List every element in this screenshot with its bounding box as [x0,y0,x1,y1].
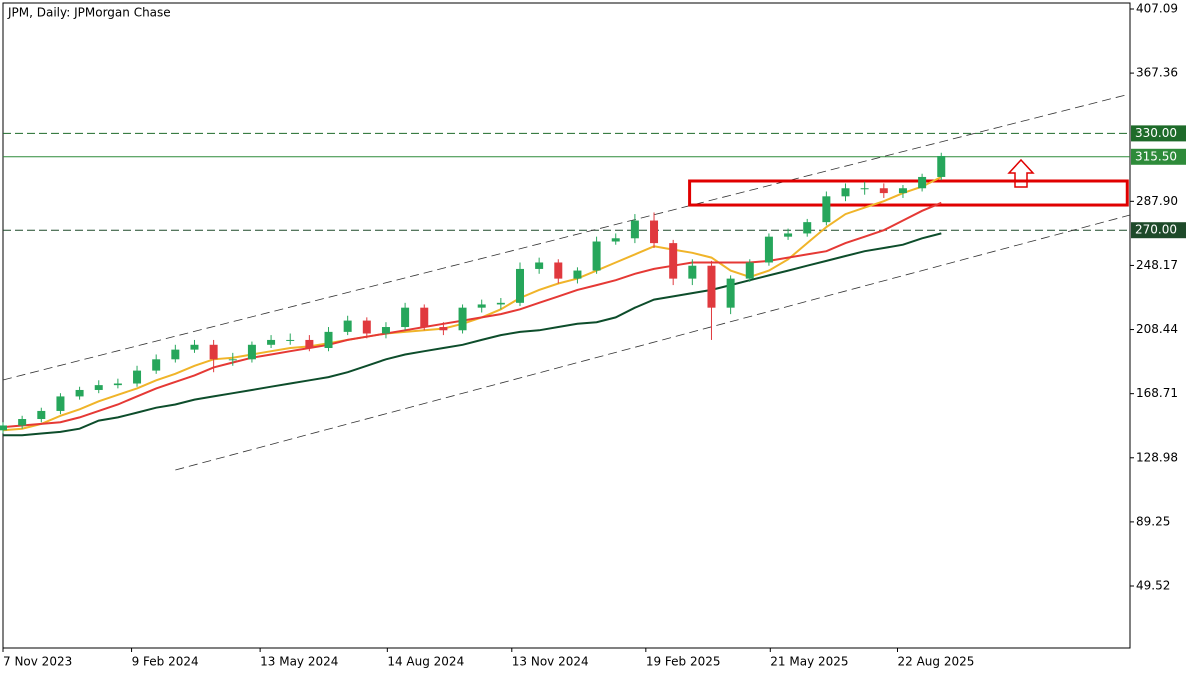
up-arrow [1007,158,1035,188]
candle-body [860,188,869,190]
candle-body [573,270,582,279]
x-tick-label: 14 Aug 2024 [387,655,464,669]
candle-body [113,383,122,386]
candle-body [898,188,907,194]
x-tick-label: 9 Feb 2024 [132,655,199,669]
y-tick-label: 407.09 [1136,1,1178,15]
moving-average [2,201,942,429]
y-tick-label: 367.36 [1136,66,1178,80]
candle-body [496,302,505,305]
candle-body [56,396,65,411]
candle-body [841,188,850,197]
resistance-zone [688,179,1129,207]
candle-body [707,265,716,308]
moving-average [2,176,942,432]
candle-body [228,359,237,361]
level-tag [1131,222,1186,239]
candle-body [18,419,27,426]
candle-body [190,344,199,350]
candle-body [267,339,276,345]
x-tick-label: 13 Nov 2024 [512,655,589,669]
candle-body [937,155,946,177]
candle-body [669,243,678,279]
candle-body [745,262,754,279]
candle-body [209,344,218,360]
candle-body [94,385,103,390]
candle-body [152,359,161,371]
x-tick-label: 19 Feb 2025 [646,655,721,669]
level-label: 330.00 [1135,126,1177,140]
x-tick-label: 22 Aug 2025 [897,655,974,669]
candle-body [918,176,927,189]
x-tick-label: 13 May 2024 [260,655,338,669]
candle-body [611,238,620,242]
candle-body [458,307,467,331]
candle-body [688,265,697,279]
moving-average [3,232,942,437]
chart-title: JPM, Daily: JPMorgan Chase [7,6,171,20]
candle-body [133,370,142,384]
candle-body [420,307,429,328]
x-tick-label: 7 Nov 2023 [3,655,72,669]
candle-body [75,389,84,397]
candle-body [784,233,793,237]
y-tick-label: 89.25 [1136,514,1170,528]
candle-body [401,307,410,328]
candle-body [362,320,371,334]
candle-body [381,327,390,334]
candle-body [477,304,486,308]
level-tag [1131,125,1186,142]
candle-body [286,339,295,341]
candle-body [0,425,7,431]
candle-body [650,220,659,244]
candle-body [764,236,773,263]
candle-body [171,349,180,360]
candle-body [822,196,831,223]
candle-body [803,222,812,234]
candle-body [535,262,544,269]
x-tick-label: 21 May 2025 [770,655,848,669]
candle-body [630,220,639,239]
level-label: 270.00 [1135,223,1177,237]
candle-body [879,188,888,194]
candle-body [305,339,314,349]
y-tick-label: 49.52 [1136,579,1170,593]
y-tick-label: 248.17 [1136,258,1178,272]
candle-body [324,331,333,349]
y-tick-label: 287.90 [1136,194,1178,208]
candle-body [343,320,352,332]
level-label: 315.50 [1135,149,1177,163]
y-tick-label: 128.98 [1136,450,1178,464]
plot-frame [2,2,1131,649]
candle-body [554,262,563,279]
candle-body [515,268,524,303]
y-tick-label: 208.44 [1136,322,1178,336]
candle-body [726,278,735,308]
candle-body [37,410,46,420]
candle-body [592,241,601,271]
candle-body [439,327,448,331]
trend-line [175,214,1131,471]
level-tag [1131,148,1186,165]
trend-line [2,94,1126,381]
candle-body [247,344,256,360]
y-tick-label: 168.71 [1136,386,1178,400]
